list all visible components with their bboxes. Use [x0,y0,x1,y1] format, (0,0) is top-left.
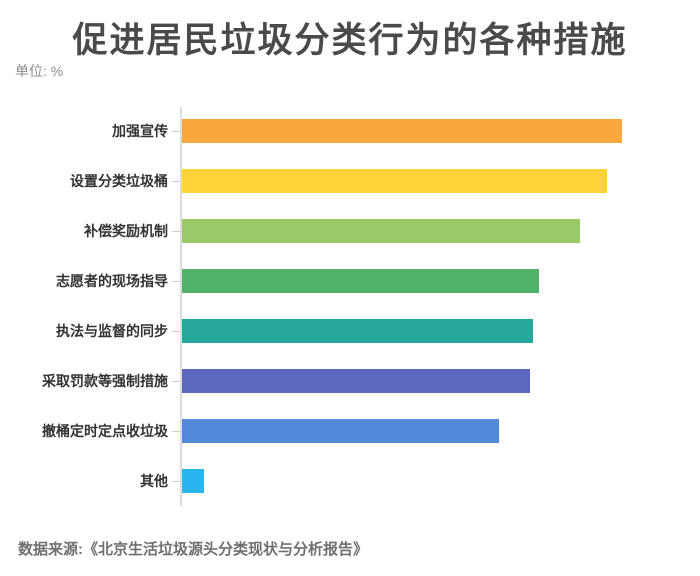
category-label: 执法与监督的同步 [56,323,168,339]
category-label: 采取罚款等强制措施 [42,373,168,389]
bar-row: 补偿奖励机制 [0,206,700,256]
data-source: 数据来源:《北京生活垃圾源头分类现状与分析报告》 [18,541,368,558]
bar-row: 志愿者的现场指导 [0,256,700,306]
bar-chart: 加强宣传设置分类垃圾桶补偿奖励机制志愿者的现场指导 执法与监督的同步采取罚款等强制… [0,106,700,506]
chart-title: 促进居民垃圾分类行为的各种措施 [72,21,628,60]
bar-设置分类垃圾桶 [182,169,608,193]
plot-area [182,369,700,393]
bar-撤桶定时定点收垃圾 [182,419,500,443]
bar-row: 加强宣传 [0,106,700,156]
category-label: 其他 [140,473,168,489]
bar-row: 执法与监督的同步 [0,306,700,356]
unit-label: 单位: % [15,63,64,79]
plot-area [182,469,700,493]
category-label: 加强宣传 [112,123,168,139]
category-label: 撤桶定时定点收垃圾 [42,423,168,439]
axis-tick-icon [172,131,180,132]
bar-row: 设置分类垃圾桶 [0,156,700,206]
axis-tick-icon [172,331,180,332]
y-axis-line [180,107,182,506]
plot-area [182,219,700,243]
axis-tick-icon [172,381,180,382]
category-label: 志愿者的现场指导 [56,273,168,289]
bar-row: 撤桶定时定点收垃圾 [0,406,700,456]
bar-row: 其他 [0,456,700,506]
plot-area [182,419,700,443]
bar-加强宣传 [182,119,623,143]
axis-tick-icon [172,481,180,482]
axis-tick-icon [172,181,180,182]
axis-tick-icon [172,231,180,232]
bar-其他 [182,469,204,493]
plot-area [182,169,700,193]
bar-row: 采取罚款等强制措施 [0,356,700,406]
bar-执法与监督的同步 [182,319,533,343]
plot-area [182,269,700,293]
category-label: 设置分类垃圾桶 [70,173,168,189]
bar-志愿者的现场指导 [182,269,540,293]
category-label: 补偿奖励机制 [84,223,168,239]
bar-rows: 加强宣传设置分类垃圾桶补偿奖励机制志愿者的现场指导 执法与监督的同步采取罚款等强制… [0,106,700,506]
plot-area [182,319,700,343]
bar-采取罚款等强制措施 [182,369,530,393]
plot-area [182,119,700,143]
axis-tick-icon [172,281,180,282]
bar-补偿奖励机制 [182,219,581,243]
axis-tick-icon [172,431,180,432]
